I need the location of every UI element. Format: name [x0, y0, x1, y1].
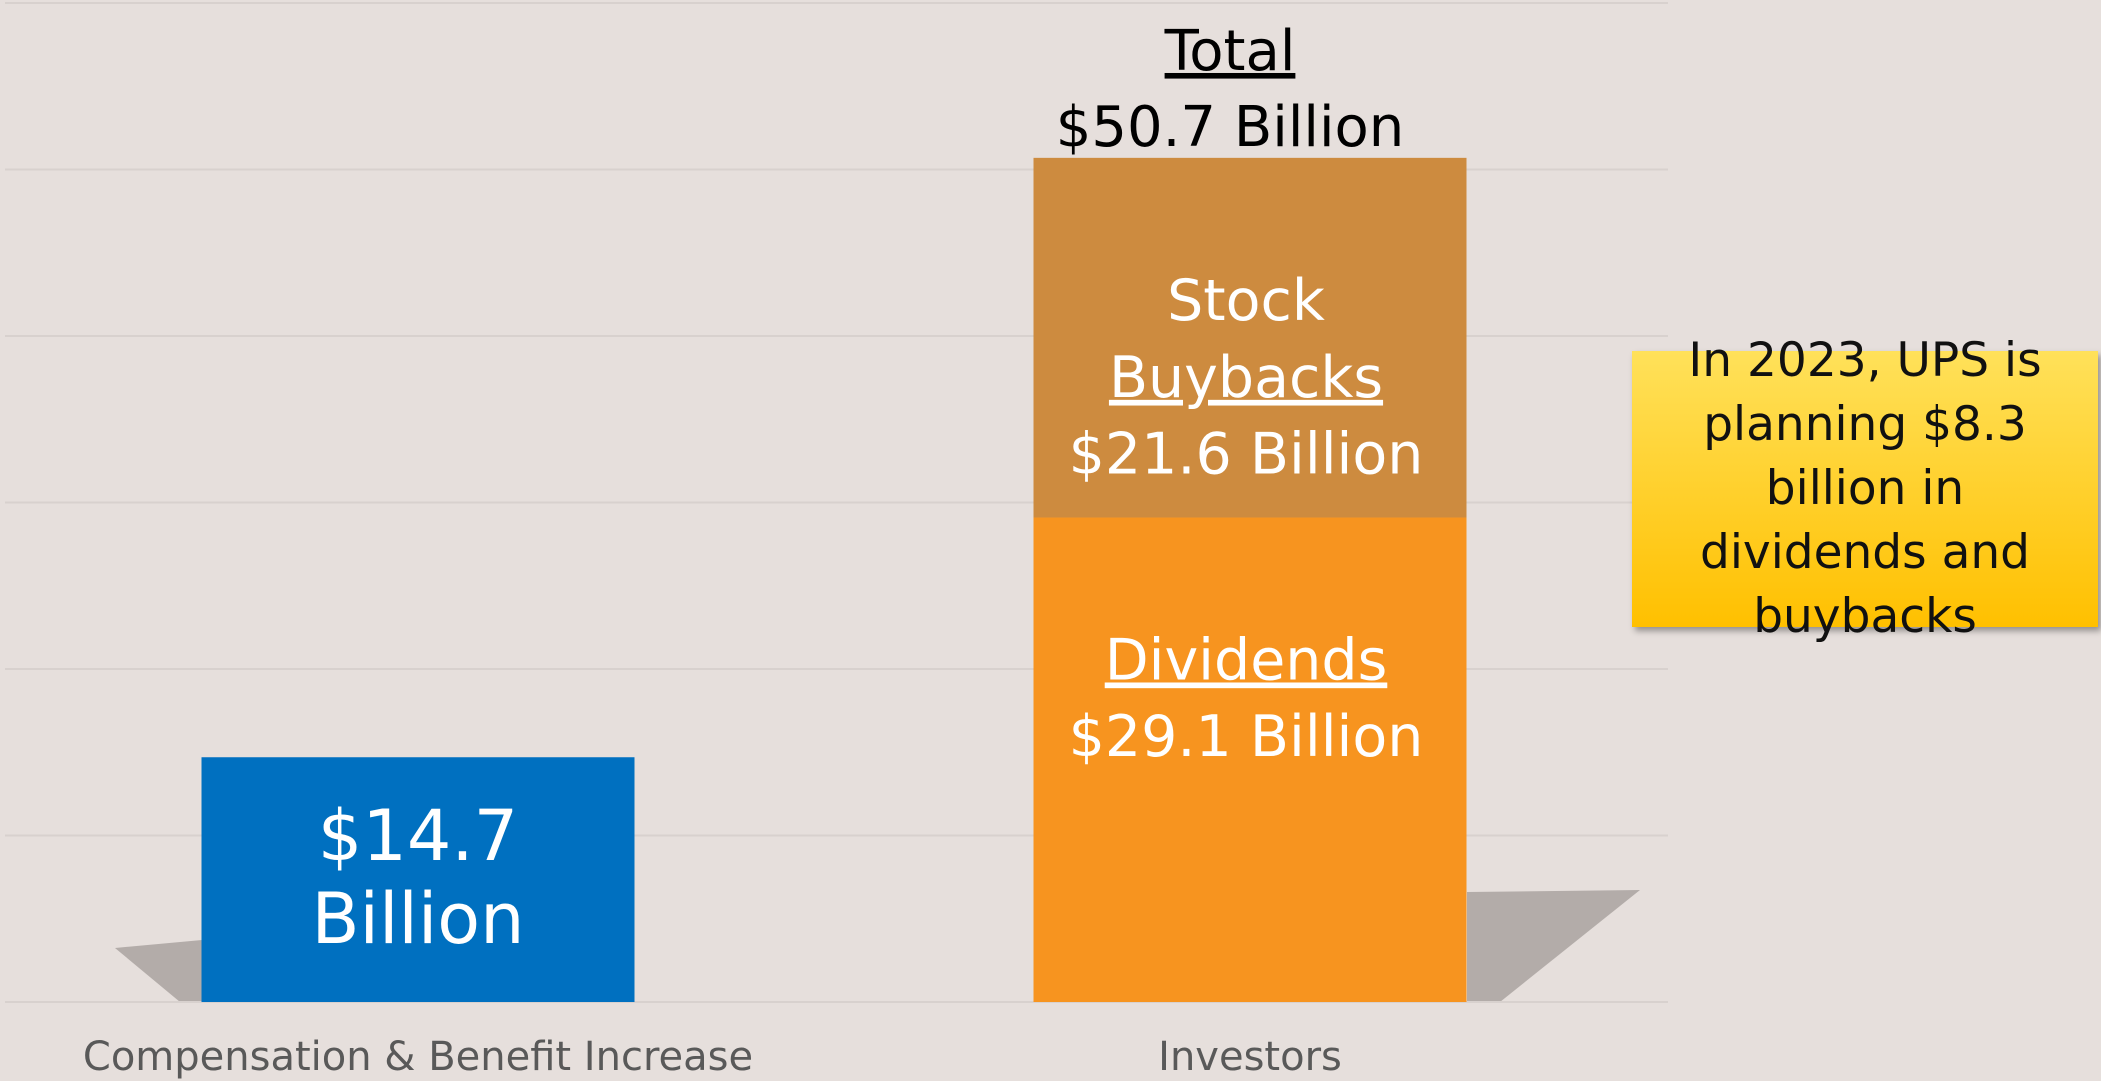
- segment-name-line: Buybacks: [1109, 344, 1383, 410]
- bar-segment: [1033, 157, 1467, 518]
- value-label: $29.1 Billion: [1069, 704, 1424, 770]
- segment-name: Dividends: [1105, 627, 1388, 693]
- segment-name: Stock Buybacks: [1109, 267, 1383, 410]
- x-tick-label: Investors: [1158, 1034, 1342, 1080]
- shadow: [1467, 890, 1640, 1002]
- value-label: $14.7 Billion: [311, 795, 524, 960]
- value-label-line: $14.7: [318, 795, 518, 877]
- shadow: [115, 940, 202, 1002]
- total-label: Total: [1164, 19, 1296, 84]
- value-label-line: Billion: [311, 878, 524, 960]
- segment-name-line: Dividends: [1105, 627, 1388, 693]
- value-label: $21.6 Billion: [1069, 421, 1424, 487]
- bar-segment: [1033, 517, 1467, 1002]
- total-value-label: $50.7 Billion: [1056, 95, 1405, 160]
- callout: In 2023, UPS is planning $8.3 billion in…: [1632, 333, 2098, 644]
- bar-segment: [201, 757, 635, 1002]
- x-tick-label: Compensation & Benefit Increase: [83, 1034, 753, 1080]
- segment-name-line: Stock: [1167, 267, 1325, 333]
